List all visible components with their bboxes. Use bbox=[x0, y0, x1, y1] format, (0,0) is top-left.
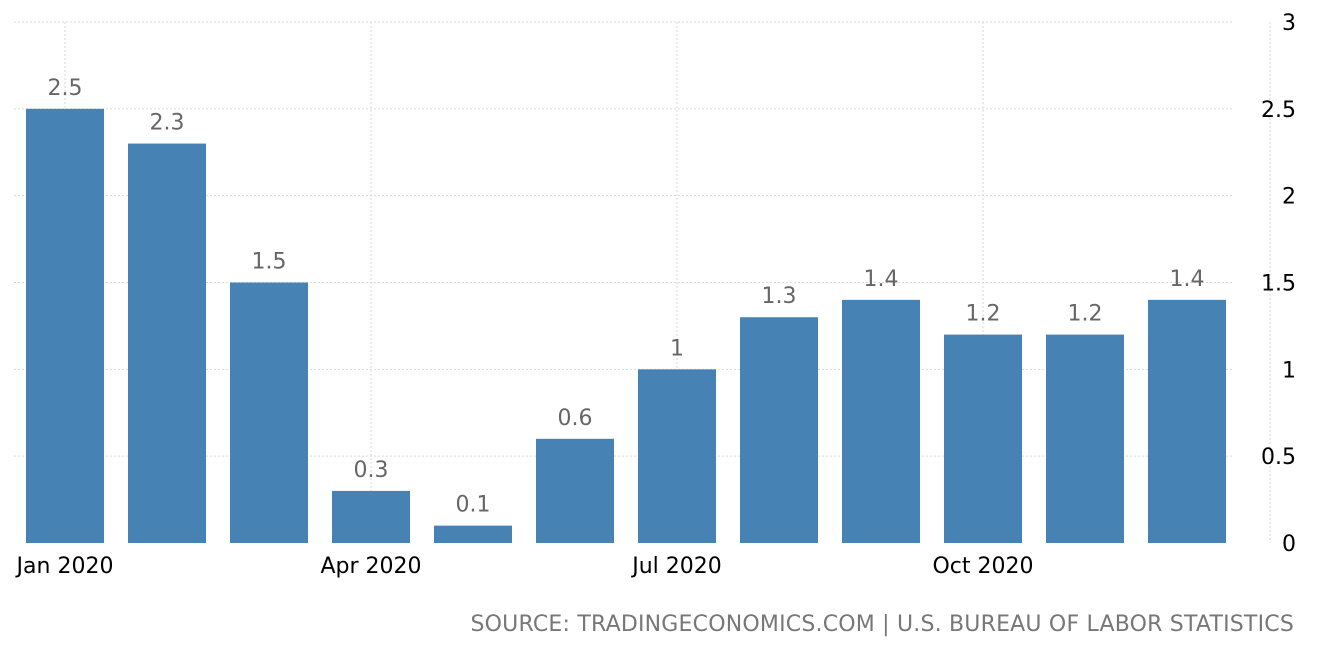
y-tick-label: 2.5 bbox=[1261, 98, 1296, 123]
bar bbox=[842, 299, 920, 543]
data-label: 1.5 bbox=[252, 250, 287, 275]
x-tick-label: Jul 2020 bbox=[630, 554, 722, 579]
data-label: 1.2 bbox=[1068, 302, 1103, 327]
data-label: 1 bbox=[670, 336, 684, 361]
y-tick-label: 1.5 bbox=[1261, 272, 1296, 297]
x-axis: Jan 2020 Apr 2020 Jul 2020 Oct 2020 bbox=[15, 554, 1034, 579]
bar bbox=[536, 438, 614, 543]
bar bbox=[230, 282, 308, 543]
data-label: 2.3 bbox=[150, 111, 185, 136]
bar bbox=[26, 108, 104, 543]
data-labels: 2.5 2.3 1.5 0.3 0.1 0.6 1 1.3 1.4 1.2 1.2 1.4 bbox=[48, 76, 1205, 518]
data-label: 1.3 bbox=[762, 284, 797, 309]
y-tick-label: 3 bbox=[1282, 11, 1296, 36]
data-label: 0.6 bbox=[558, 406, 593, 431]
x-tick-label: Oct 2020 bbox=[932, 554, 1033, 579]
data-label: 0.1 bbox=[456, 493, 491, 518]
data-label: 1.2 bbox=[966, 302, 1001, 327]
bar bbox=[1148, 299, 1226, 543]
y-tick-label: 0 bbox=[1282, 532, 1296, 557]
bar bbox=[1046, 334, 1124, 543]
bar bbox=[944, 334, 1022, 543]
data-label: 1.4 bbox=[864, 267, 899, 292]
y-tick-label: 1 bbox=[1282, 358, 1296, 383]
data-label: 1.4 bbox=[1170, 267, 1205, 292]
x-tick-label: Apr 2020 bbox=[320, 554, 421, 579]
bars bbox=[26, 108, 1226, 544]
data-label: 2.5 bbox=[48, 76, 83, 101]
bar bbox=[740, 317, 818, 543]
y-tick-label: 0.5 bbox=[1261, 445, 1296, 470]
source-caption: SOURCE: TRADINGECONOMICS.COM | U.S. BURE… bbox=[470, 612, 1294, 637]
bar bbox=[434, 525, 512, 543]
bar bbox=[128, 143, 206, 544]
bar bbox=[332, 490, 410, 543]
x-tick-label: Jan 2020 bbox=[15, 554, 114, 579]
y-tick-label: 2 bbox=[1282, 185, 1296, 210]
bar bbox=[638, 369, 716, 543]
y-axis: 0 0.5 1 1.5 2 2.5 3 bbox=[1261, 11, 1296, 557]
data-label: 0.3 bbox=[354, 458, 389, 483]
